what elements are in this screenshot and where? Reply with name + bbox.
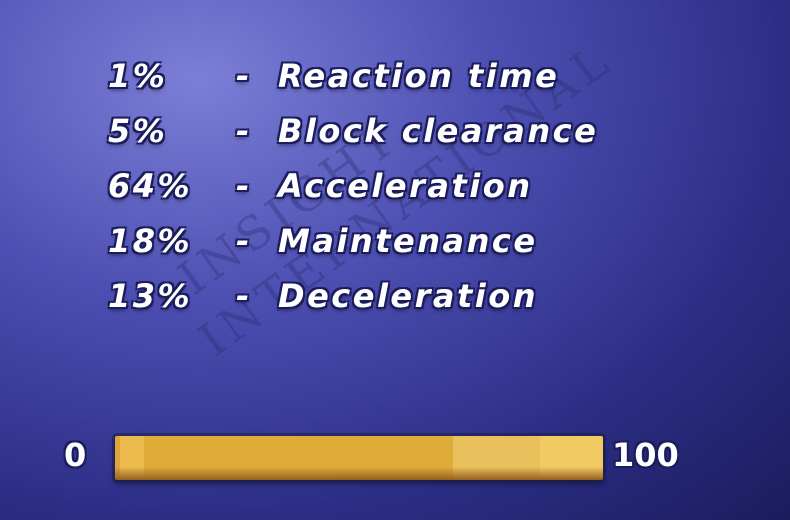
breakdown-dash: - <box>236 56 252 95</box>
bar-segment-block-clearance <box>119 436 144 480</box>
breakdown-dash: - <box>236 166 252 205</box>
breakdown-percent: 5% <box>108 111 168 150</box>
bar-segment-acceleration <box>143 436 454 480</box>
percentage-scale: 0 100 <box>60 428 730 488</box>
breakdown-label: Maintenance <box>278 221 538 260</box>
bar-segment-reaction-time <box>115 436 120 480</box>
breakdown-label: Reaction time <box>278 56 560 95</box>
breakdown-row-maintenance: 18% - Maintenance <box>108 213 728 268</box>
breakdown-row-block-clearance: 5% - Block clearance <box>108 103 728 158</box>
breakdown-dash: - <box>236 276 252 315</box>
scale-max-label: 100 <box>612 436 679 474</box>
breakdown-percent: 18% <box>108 221 193 260</box>
breakdown-row-deceleration: 13% - Deceleration <box>108 268 728 323</box>
breakdown-dash: - <box>236 111 252 150</box>
breakdown-row-acceleration: 64% - Acceleration <box>108 158 728 213</box>
breakdown-percent: 13% <box>108 276 193 315</box>
breakdown-label: Deceleration <box>278 276 539 315</box>
breakdown-label: Block clearance <box>278 111 599 150</box>
bar-segment-deceleration <box>540 436 603 480</box>
bar-segment-maintenance <box>453 436 541 480</box>
breakdown-row-reaction-time: 1% - Reaction time <box>108 48 728 103</box>
breakdown-percent: 64% <box>108 166 193 205</box>
stacked-percentage-bar <box>115 436 603 480</box>
breakdown-percent: 1% <box>108 56 168 95</box>
scale-min-label: 0 <box>64 436 87 474</box>
time-breakdown-list: 1% - Reaction time 5% - Block clearance … <box>108 48 728 323</box>
breakdown-dash: - <box>236 221 252 260</box>
breakdown-label: Acceleration <box>278 166 533 205</box>
